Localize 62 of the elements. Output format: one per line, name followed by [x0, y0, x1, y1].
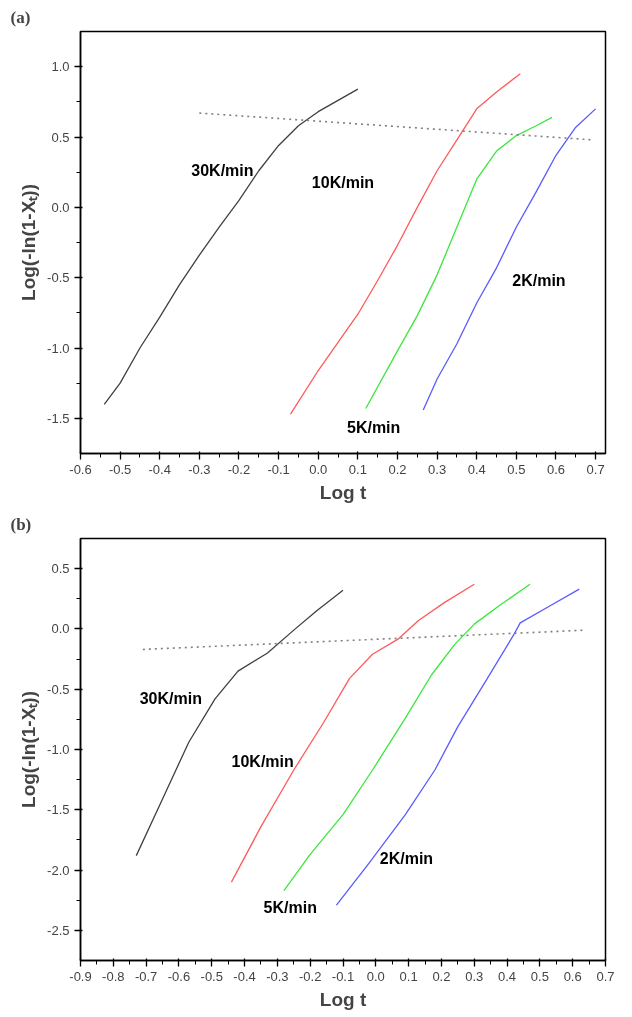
line-series — [335, 588, 580, 906]
line-series — [422, 108, 597, 411]
y-tick-label: -0.5 — [47, 270, 70, 286]
y-tick-label: 1.0 — [51, 59, 70, 75]
x-tick-label: -0.3 — [188, 461, 211, 477]
x-tick-label: 0.3 — [465, 968, 484, 984]
series-label: 10K/min — [231, 753, 294, 771]
y-tick-label: -0.5 — [47, 681, 70, 697]
x-tick-label: 0.4 — [498, 968, 517, 984]
y-tick-label: -2.0 — [47, 862, 70, 878]
x-tick-label: 0.7 — [596, 968, 615, 984]
series-label: 30K/min — [191, 162, 254, 180]
chart-title: (b) — [10, 514, 32, 534]
series-label: 5K/min — [263, 898, 317, 916]
x-tick-label: 0.5 — [530, 968, 549, 984]
x-tick-label: 0.6 — [563, 968, 582, 984]
chart-title: (a) — [10, 7, 31, 27]
x-tick-label: -0.1 — [331, 968, 355, 984]
y-tick-label: 0.0 — [51, 199, 70, 215]
y-tick-label: -1.5 — [47, 410, 70, 426]
y-axis-title: Log(-ln(1-Xₜ)) — [18, 691, 40, 808]
x-axis-title: Log t — [319, 481, 367, 503]
x-tick-label: 0.1 — [348, 461, 367, 477]
x-tick-label: -0.1 — [267, 461, 290, 477]
text: 10K/min — [311, 173, 375, 191]
series-label: 5K/min — [346, 418, 401, 436]
x-tick-label: -0.4 — [148, 461, 171, 477]
series-label: 2K/min — [379, 850, 434, 868]
x-tick-label: -0.8 — [102, 968, 125, 984]
x-tick-label: -0.2 — [298, 968, 322, 984]
x-tick-label: 0.7 — [586, 461, 605, 477]
line-series — [135, 589, 344, 857]
x-tick-label: -0.4 — [233, 968, 256, 984]
x-tick-label: 0.3 — [428, 461, 447, 477]
y-tick-label: 0.5 — [51, 129, 70, 145]
x-tick-label: -0.6 — [69, 461, 92, 477]
x-tick-label: -0.3 — [266, 968, 289, 984]
x-tick-label: 0.2 — [432, 968, 451, 984]
x-tick-label: 0.5 — [507, 461, 526, 477]
x-tick-label: -0.5 — [200, 968, 223, 984]
y-tick-label: 0.0 — [51, 621, 70, 637]
y-tick-label: -1.0 — [47, 340, 70, 356]
y-tick-label: 0.5 — [51, 561, 70, 577]
x-tick-label: 0.0 — [366, 968, 385, 984]
series-label: 30K/min — [139, 690, 202, 708]
series-label: 2K/min — [512, 271, 566, 289]
y-tick-label: -2.5 — [47, 922, 70, 938]
line-series — [230, 583, 475, 883]
x-tick-label: 0.4 — [467, 461, 486, 477]
x-tick-label: 0.2 — [388, 461, 407, 477]
x-tick-label: -0.9 — [69, 968, 92, 984]
y-axis-title: Log(-ln(1-Xₜ)) — [18, 184, 40, 301]
y-tick-label: -1.5 — [47, 802, 70, 818]
x-tick-label: 0.1 — [399, 968, 418, 984]
x-tick-label: -0.6 — [167, 968, 191, 984]
x-tick-label: 0.0 — [309, 461, 328, 477]
x-tick-label: -0.7 — [134, 968, 158, 984]
x-axis-title: Log t — [319, 988, 367, 1010]
x-tick-label: -0.2 — [227, 461, 251, 477]
x-tick-label: 0.6 — [546, 461, 566, 477]
x-tick-label: -0.5 — [108, 461, 132, 477]
y-tick-label: -1.0 — [47, 742, 70, 757]
